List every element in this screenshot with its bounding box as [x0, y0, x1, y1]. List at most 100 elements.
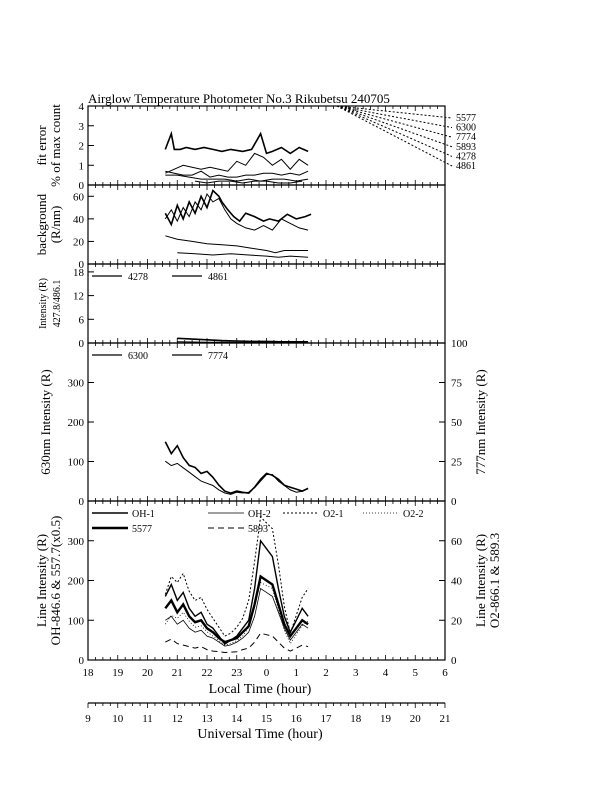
y-tick-label: 100 [68, 615, 85, 627]
y2-tick-label: 25 [451, 457, 463, 469]
chart-title: Airglow Temperature Photometer No.3 Riku… [88, 91, 390, 106]
panel-background: 0 20 40 60 background (R/nm) [34, 184, 446, 271]
legend-label: 6300 [456, 123, 476, 134]
y-tick-label: 0 [79, 180, 85, 192]
panel-427.8/486.1: 0 6 12 18 Intensity (R) 427.8/486.1 4278 4861 [38, 263, 446, 350]
y2-tick-label: 0 [451, 496, 457, 508]
series-line [165, 235, 309, 254]
y2-tick-label: 75 [451, 378, 463, 390]
universal-time-label: Universal Time (hour) [197, 727, 323, 742]
series-line-5577 [164, 574, 309, 644]
legend-leader [336, 105, 453, 167]
y-tick-label: 12 [73, 291, 84, 303]
local-time-tick-label: 1 [294, 667, 300, 679]
legend-label: 4278 [128, 272, 148, 283]
local-time-tick-label: 0 [264, 667, 270, 679]
universal-time-tick-label: 9 [85, 713, 91, 725]
y-tick-label: 18 [73, 267, 85, 279]
panel-fit-error: 0 1 2 3 4 fit error% of max count [34, 101, 446, 192]
universal-time-tick-label: 12 [172, 713, 183, 725]
y-axis-label: 630nm Intensity (R) [38, 369, 53, 474]
y-tick-label: 200 [68, 417, 85, 429]
y-tick-label: 4 [79, 101, 85, 113]
legend-label: 5577 [132, 524, 152, 535]
y2-axis-label: O2-866.1 & 589.3 [487, 533, 502, 628]
series-line [164, 130, 309, 155]
legend-label: 7774 [456, 132, 476, 143]
y-tick-label: 200 [68, 576, 85, 588]
universal-time-tick-label: 18 [350, 713, 362, 725]
universal-time-axis: 9 10 11 12 13 14 15 16 17 18 19 20 21 [85, 702, 451, 725]
legend-leader [336, 105, 453, 157]
legend-label: 4278 [456, 151, 476, 162]
y-tick-label: 300 [68, 536, 85, 548]
series-line-OH-1 [164, 538, 309, 646]
legend-label: 5893 [456, 142, 476, 153]
series-line [165, 170, 309, 178]
legend-leader [336, 105, 453, 119]
legend-label: O2-2 [403, 509, 424, 520]
series-line-7774 [165, 460, 309, 495]
y2-axis-label: Line Intensity (R) [473, 534, 488, 627]
y-axis-label: Line Intensity (R) [34, 534, 49, 627]
y-tick-label: 0 [79, 655, 85, 667]
y2-tick-label: 60 [451, 536, 463, 548]
y-axis-label: % of max count [48, 104, 63, 187]
y-tick-label: 20 [73, 236, 85, 248]
series-line-5893 [165, 632, 309, 654]
universal-time-tick-label: 10 [112, 713, 124, 725]
y-axis-label: background [34, 193, 49, 255]
local-time-ticks: 18 19 20 21 22 23 0 1 2 3 4 5 6 [83, 667, 449, 679]
y-tick-label: 100 [68, 457, 85, 469]
series-line-O2-2 [164, 581, 309, 646]
legend-leader [336, 105, 453, 129]
y2-tick-label: 40 [451, 576, 463, 588]
series-line [165, 174, 309, 182]
legend-label: 5893 [248, 524, 268, 535]
y-tick-label: 60 [73, 191, 85, 203]
y-axis-label: 427.8/486.1 [52, 280, 63, 328]
y2-tick-label: 50 [451, 417, 463, 429]
local-time-tick-label: 20 [142, 667, 154, 679]
universal-time-tick-label: 19 [380, 713, 392, 725]
legend-label: 7774 [208, 351, 228, 362]
series-line [195, 180, 303, 184]
universal-time-tick-label: 14 [231, 713, 243, 725]
series-line [164, 192, 309, 231]
legend-label: 4861 [208, 272, 228, 283]
local-time-tick-label: 18 [83, 667, 95, 679]
local-time-tick-label: 22 [202, 667, 213, 679]
series-line [165, 152, 309, 174]
y-tick-label: 0 [79, 259, 85, 271]
y-tick-label: 6 [79, 314, 85, 326]
local-time-label: Local Time (hour) [209, 682, 312, 697]
y-axis-label: fit error [34, 125, 49, 166]
series-line-OH-2 [165, 587, 309, 647]
y2-tick-label: 100 [451, 338, 468, 350]
series-line [164, 189, 312, 227]
local-time-tick-label: 4 [383, 667, 389, 679]
universal-time-tick-label: 11 [142, 713, 153, 725]
y-tick-label: 0 [79, 496, 85, 508]
universal-time-tick-label: 20 [410, 713, 422, 725]
local-time-tick-label: 19 [112, 667, 124, 679]
y2-axis-label: 777nm Intensity (R) [473, 369, 488, 474]
y-axis-label: (R/nm) [48, 206, 63, 244]
series-line [177, 252, 309, 258]
legend-label: 4861 [456, 161, 476, 172]
local-time-tick-label: 2 [323, 667, 329, 679]
panel-frame [87, 184, 446, 265]
universal-time-tick-label: 15 [261, 713, 273, 725]
y-tick-label: 40 [73, 214, 85, 226]
series-line-4278 [177, 337, 309, 343]
legend-label: OH-2 [248, 509, 271, 520]
y-tick-label: 300 [68, 378, 85, 390]
series-line-O2-1 [164, 515, 309, 637]
y2-tick-label: 0 [451, 655, 457, 667]
local-time-tick-label: 3 [353, 667, 359, 679]
legend-label: 5577 [456, 113, 476, 124]
universal-time-tick-label: 17 [321, 713, 333, 725]
